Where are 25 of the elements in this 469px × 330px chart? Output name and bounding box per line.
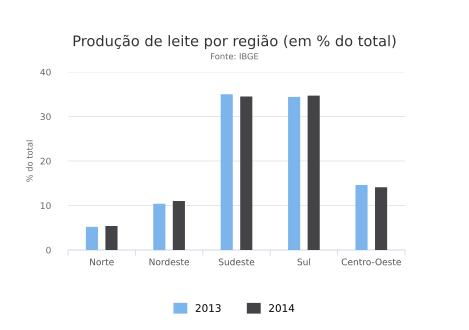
bar [153, 204, 166, 250]
x-tick-label: Centro-Oeste [342, 258, 401, 266]
x-tick-label: Nordeste [150, 258, 190, 266]
bar [288, 96, 300, 250]
y-tick-label: 20 [40, 158, 51, 165]
y-axis-title: % do total [26, 140, 33, 182]
bar [375, 187, 388, 250]
chart-subtitle: Fonte: IBGE [211, 53, 258, 60]
bar [105, 226, 118, 250]
y-tick-label: 40 [40, 68, 51, 76]
bar [220, 94, 233, 250]
bar [240, 96, 252, 250]
bar [172, 201, 185, 250]
y-tick-label: 10 [40, 202, 51, 210]
y-tick-label: 30 [40, 113, 51, 120]
y-tick-label: 0 [46, 246, 51, 254]
legend-label: 2013 [196, 304, 221, 312]
chart-title: Produção de leite por região (em % do total) [74, 34, 396, 50]
legend-label: 2014 [269, 304, 294, 312]
bar [308, 96, 320, 250]
bar [86, 226, 98, 250]
bar [355, 185, 368, 250]
x-tick-label: Norte [90, 258, 114, 266]
x-tick-label: Sudeste [218, 258, 254, 266]
x-tick-label: Sul [298, 258, 310, 266]
